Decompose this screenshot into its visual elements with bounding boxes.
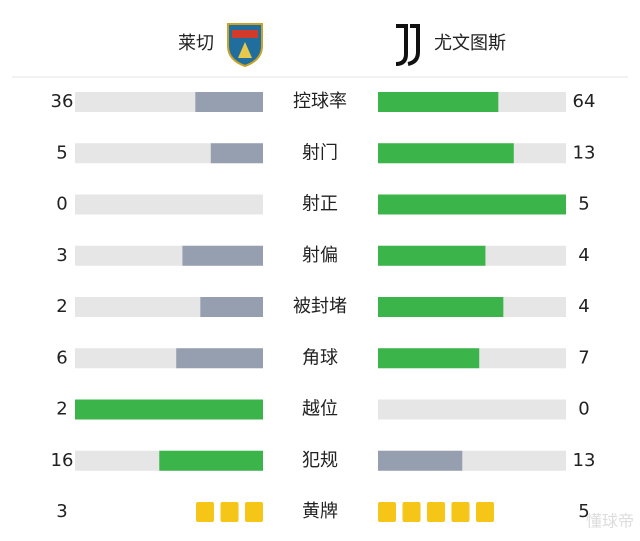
home-bar <box>75 399 263 420</box>
away-value: 7 <box>578 347 589 368</box>
home-card <box>196 502 214 522</box>
away-value: 13 <box>573 450 596 471</box>
stat-label: 射正 <box>302 194 338 215</box>
away-bar <box>378 143 514 164</box>
away-bar <box>378 92 499 112</box>
home-card <box>220 502 239 522</box>
away-value: 0 <box>578 399 589 420</box>
away-logo <box>395 24 420 66</box>
home-value: 16 <box>51 450 74 471</box>
away-card <box>378 502 396 522</box>
home-value: 2 <box>56 296 67 317</box>
away-value: 13 <box>573 142 596 163</box>
stat-label: 越位 <box>302 399 338 420</box>
away-card <box>427 502 445 522</box>
away-card <box>476 502 494 522</box>
away-value: 5 <box>578 194 589 215</box>
home-team-name: 莱切 <box>178 33 214 54</box>
away-value: 5 <box>578 501 589 522</box>
away-bar <box>378 245 486 266</box>
home-bar <box>195 92 263 112</box>
stat-label: 控球率 <box>293 91 347 112</box>
away-bar <box>378 297 504 317</box>
home-value: 3 <box>56 501 67 522</box>
away-card <box>451 502 470 522</box>
away-bar <box>378 348 480 369</box>
home-bar <box>210 143 263 164</box>
away-bar <box>378 194 566 215</box>
home-bar <box>159 450 263 471</box>
home-logo <box>227 23 263 68</box>
stat-label: 射门 <box>302 142 338 163</box>
away-team-name: 尤文图斯 <box>434 33 506 54</box>
home-value: 5 <box>56 142 67 163</box>
watermark: 懂球帝 <box>586 512 634 531</box>
home-bar <box>176 348 263 369</box>
home-card <box>245 502 263 522</box>
away-track <box>378 399 566 420</box>
home-bar <box>200 297 263 317</box>
stat-label: 射偏 <box>302 245 338 266</box>
away-value: 64 <box>573 91 596 112</box>
stat-label: 被封堵 <box>293 296 347 317</box>
stat-label: 角球 <box>302 347 338 368</box>
home-value: 6 <box>56 347 67 368</box>
home-value: 0 <box>56 194 67 215</box>
away-value: 4 <box>578 296 589 317</box>
away-card <box>402 502 421 522</box>
home-bar <box>182 245 263 266</box>
home-value: 3 <box>56 245 67 266</box>
away-value: 4 <box>578 245 589 266</box>
stat-label: 黄牌 <box>302 501 338 522</box>
home-track <box>75 194 263 215</box>
home-value: 2 <box>56 399 67 420</box>
away-bar <box>378 450 463 471</box>
home-value: 36 <box>51 91 74 112</box>
stat-label: 犯规 <box>302 450 338 471</box>
